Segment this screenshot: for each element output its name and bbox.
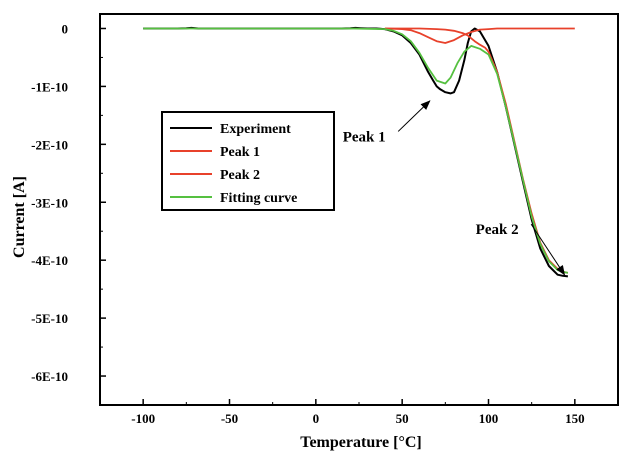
x-axis-label: Temperature [°C] <box>300 434 421 451</box>
x-tick-label: 100 <box>479 411 499 426</box>
axes-layer: -100 -50 0 50 100 150 0 -1E-10 -2E-10 -3E-10 -4E-1… <box>31 21 584 426</box>
y-tick-label: -1E-10 <box>31 79 68 94</box>
annotation-label: Peak 1 <box>343 129 386 145</box>
y-tick-label: -5E-10 <box>31 311 68 326</box>
y-tick-label: -3E-10 <box>31 195 68 210</box>
x-tick-label: 50 <box>396 411 409 426</box>
x-tick-label: -50 <box>221 411 238 426</box>
x-tick-label: -100 <box>131 411 155 426</box>
annotation-arrow <box>530 223 566 276</box>
annotations: Peak 1 Peak 2 <box>343 100 566 276</box>
legend-entry: Peak 2 <box>220 168 260 183</box>
y-tick-label: -6E-10 <box>31 369 68 384</box>
y-axis-label: Current [A] <box>11 176 28 258</box>
annotation-label: Peak 2 <box>476 222 519 238</box>
legend-entry: Peak 1 <box>220 145 260 160</box>
legend-entry: Fitting curve <box>220 191 297 206</box>
x-tick-label: 150 <box>565 411 585 426</box>
series-line-peak-1 <box>384 27 575 44</box>
x-tick-label: 0 <box>313 411 320 426</box>
series-layer <box>143 26 575 278</box>
y-tick-label: 0 <box>62 21 69 36</box>
series-line-fitting-curve <box>143 27 569 274</box>
legend-entry: Experiment <box>220 122 291 137</box>
legend: Experiment Peak 1 Peak 2 Fitting curve <box>161 111 335 211</box>
y-tick-label: -2E-10 <box>31 137 68 152</box>
y-tick-label: -4E-10 <box>31 253 68 268</box>
annotation-arrow <box>397 100 431 132</box>
